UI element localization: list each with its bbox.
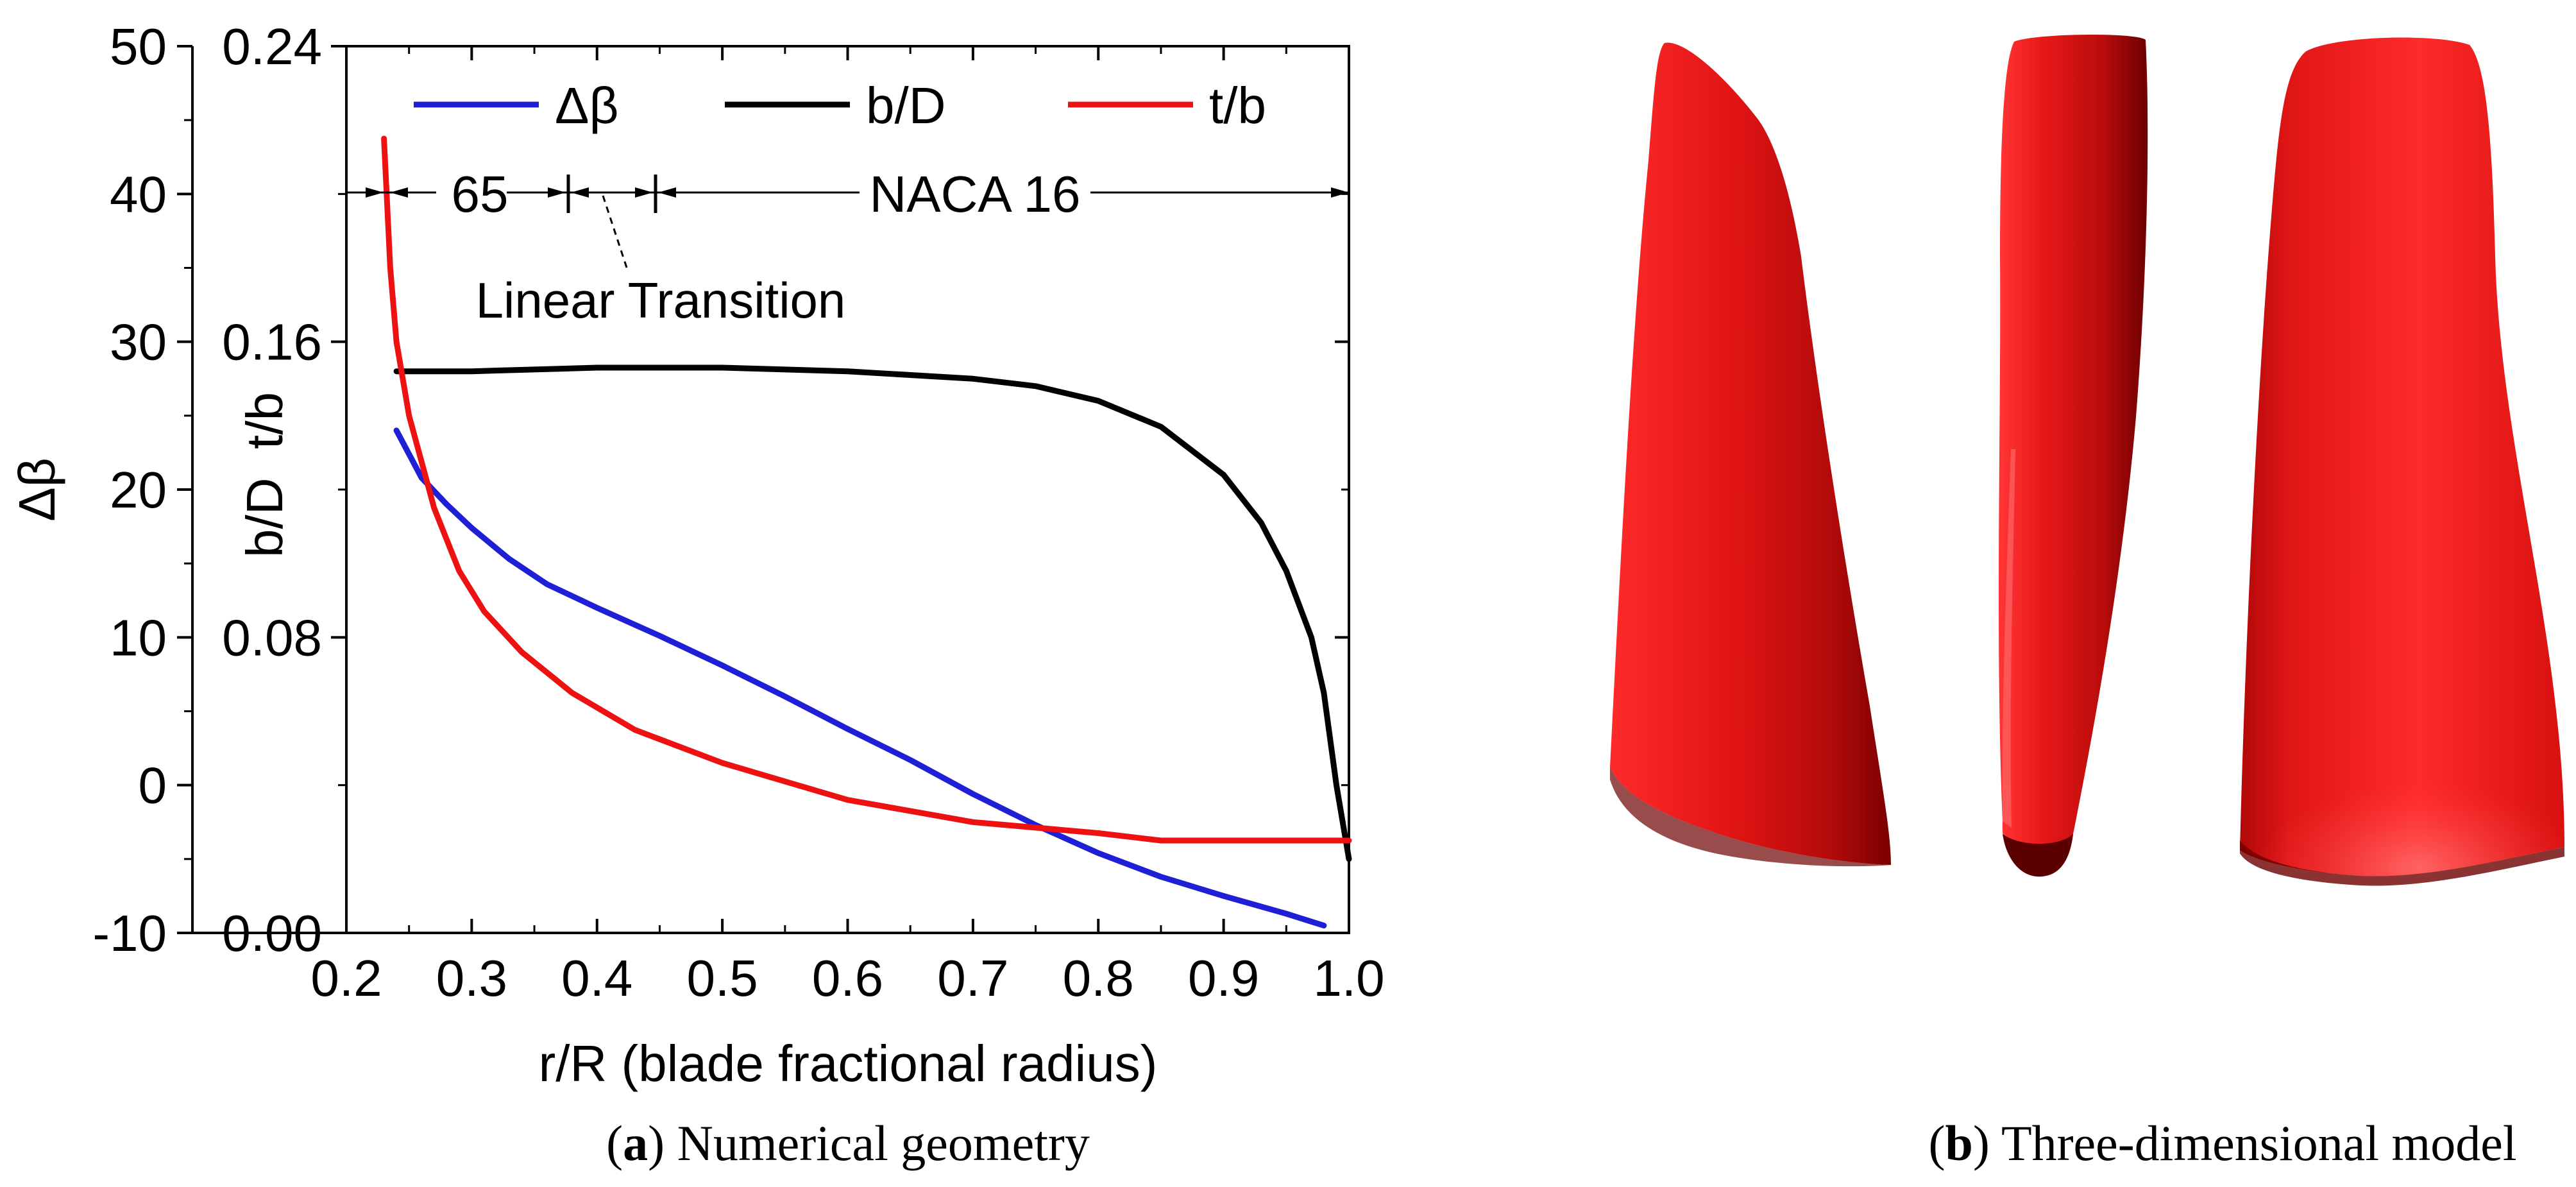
caption-a: (a) Numerical geometry [606, 1115, 1090, 1171]
blade-back-view [2240, 37, 2564, 886]
chart-panel: 0.2 0.3 0.4 0.5 0.6 0.7 0.8 0.9 1.0 -10 0 10 20 30 40… [8, 18, 1385, 1171]
right-y-tick-label: 0.24 [222, 18, 322, 75]
arrowhead-transition-right [635, 187, 653, 198]
right-y-tick-label: 0.16 [222, 314, 322, 371]
arrowhead-naca-left [658, 187, 676, 198]
blade-back-body [2240, 37, 2564, 876]
label-bg-65 [436, 167, 507, 218]
right-y-tick-label: 0.00 [222, 905, 322, 962]
x-tick-label: 0.9 [1188, 950, 1259, 1007]
left-y-tick-label: 20 [110, 461, 167, 518]
series-line-1 [393, 364, 1352, 862]
right-y-axis-ticks: 0.00 0.08 0.16 0.24 [222, 18, 1349, 962]
legend: Δβ b/D t/b [414, 77, 1266, 134]
x-tick-label: 0.3 [436, 950, 507, 1007]
left-y-tick-label: -10 [92, 905, 167, 962]
blade-front-view [1610, 42, 1891, 867]
series-line-2 [381, 135, 1352, 844]
blade-side-view [1998, 35, 2148, 877]
left-y-tick-label: 0 [139, 757, 167, 814]
transition-label: Linear Transition [476, 272, 846, 329]
blade-side-edge-highlight [2002, 449, 2015, 828]
x-tick-label: 0.7 [937, 950, 1008, 1007]
x-axis-label: r/R (blade fractional radius) [539, 1035, 1158, 1092]
blade-front-body [1610, 42, 1891, 866]
right-y-tick-label: 0.08 [222, 609, 322, 666]
arrowhead-naca-right [1331, 187, 1349, 198]
x-tick-label: 0.5 [687, 950, 758, 1007]
left-y-tick-label: 10 [110, 609, 167, 666]
section-label-65: 65 [452, 166, 509, 223]
blade-back-base-glow [2240, 706, 2564, 876]
data-series [381, 135, 1352, 928]
x-tick-label: 0.8 [1063, 950, 1134, 1007]
x-tick-label: 0.4 [561, 950, 632, 1007]
right-y-axis-label: b/D t/b [236, 392, 293, 558]
series-line-0 [393, 427, 1327, 928]
section-label-naca: NACA 16 [869, 166, 1080, 223]
transition-leader [602, 195, 629, 270]
left-y-axis-label: Δβ [8, 457, 65, 521]
blade-side-body [1998, 35, 2148, 873]
arrowhead-65-end [548, 187, 566, 198]
left-y-axis-ticks: -10 0 10 20 30 40 50 [92, 18, 192, 962]
blade-side-root [2003, 834, 2073, 877]
x-tick-label: 0.2 [310, 950, 382, 1007]
caption-b: (b) Three-dimensional model [1928, 1115, 2516, 1171]
label-bg-naca [860, 167, 1090, 218]
arrowhead-65-right [390, 187, 408, 198]
legend-label-dbeta: Δβ [555, 77, 618, 134]
blade-front-base-shadow [1610, 767, 1891, 867]
x-tick-label: 0.6 [812, 950, 883, 1007]
x-tick-label: 1.0 [1313, 950, 1384, 1007]
blade-back-base-shadow [2240, 841, 2564, 886]
arrowhead-65-left [366, 187, 384, 198]
left-y-tick-label: 50 [110, 18, 167, 75]
x-axis-ticks: 0.2 0.3 0.4 0.5 0.6 0.7 0.8 0.9 1.0 [310, 46, 1385, 1007]
model-panel: (b) Three-dimensional model [1610, 35, 2564, 1171]
section-annotation: 65 NACA 16 Linear Transition [346, 166, 1349, 329]
legend-label-bd: b/D [866, 77, 946, 134]
left-y-tick-label: 40 [110, 166, 167, 223]
arrowhead-transition-left [571, 187, 589, 198]
legend-label-tb: t/b [1209, 77, 1266, 134]
left-y-tick-label: 30 [110, 314, 167, 371]
